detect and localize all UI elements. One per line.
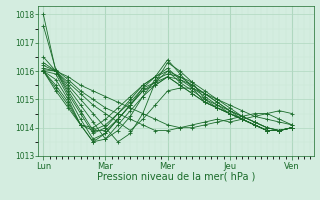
X-axis label: Pression niveau de la mer( hPa ): Pression niveau de la mer( hPa ) <box>97 172 255 182</box>
